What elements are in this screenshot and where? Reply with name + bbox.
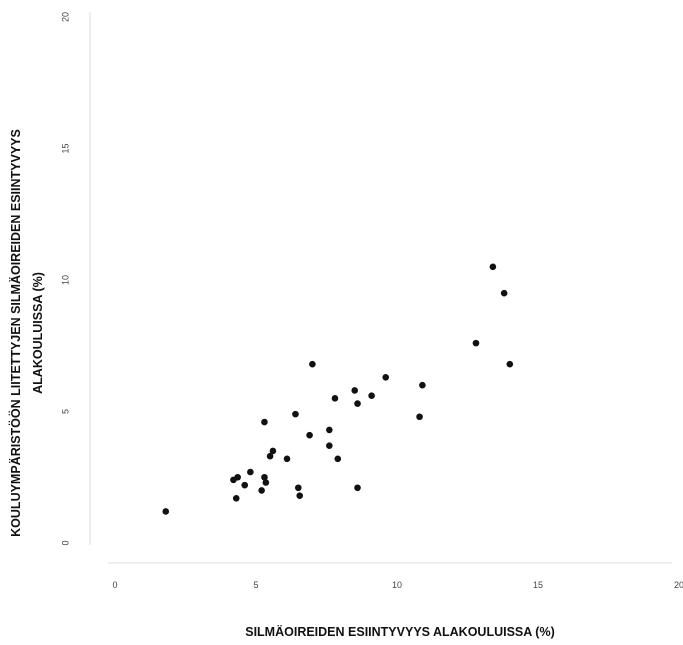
x-tick-label: 15	[533, 580, 543, 590]
data-point	[382, 374, 390, 381]
data-point	[351, 387, 359, 394]
data-point	[261, 473, 268, 481]
y-tick-label: 5	[60, 409, 70, 414]
data-point	[354, 484, 361, 492]
data-point	[295, 484, 302, 492]
data-point	[162, 508, 170, 515]
data-point	[296, 492, 304, 499]
x-tick-labels: 0 5 10 15 20	[112, 580, 683, 590]
data-point	[334, 455, 342, 463]
data-point	[500, 289, 508, 297]
y-tick-label: 15	[60, 143, 70, 153]
data-point	[419, 381, 426, 389]
data-point	[326, 426, 333, 434]
data-point	[269, 447, 277, 455]
x-axis-title: SILMÄOIREIDEN ESIINTYVYYS ALAKOULUISSA (…	[245, 624, 555, 639]
data-point	[234, 473, 241, 481]
y-axis-title: KOULUYMPÄRISTÖÖN LIITETTYJEN SILMÄOIREID…	[8, 129, 45, 537]
data-point	[472, 339, 480, 347]
data-point	[292, 410, 299, 418]
data-point	[266, 452, 274, 460]
data-point	[283, 455, 291, 463]
data-point	[368, 392, 375, 400]
data-point	[306, 431, 313, 439]
data-point	[326, 442, 333, 449]
y-tick-labels: 0 5 10 15 20	[60, 12, 70, 546]
data-point	[247, 468, 254, 476]
y-axis-title-line-2: ALAKOULUISSA (%)	[31, 272, 45, 394]
x-tick-label: 5	[253, 580, 258, 590]
y-tick-label: 10	[60, 275, 70, 285]
data-point	[354, 400, 361, 407]
data-point	[416, 413, 423, 421]
data-point	[262, 479, 270, 486]
data-point	[258, 487, 265, 494]
x-tick-label: 0	[112, 580, 117, 590]
y-tick-label: 20	[60, 12, 70, 22]
y-axis-title-line-1: KOULUYMPÄRISTÖÖN LIITETTYJEN SILMÄOIREID…	[8, 129, 23, 537]
data-point	[331, 395, 339, 402]
x-tick-label: 20	[674, 580, 683, 590]
data-point	[261, 418, 268, 426]
data-point	[309, 360, 316, 368]
data-point	[506, 360, 514, 368]
y-tick-label: 0	[60, 540, 70, 545]
x-tick-label: 10	[392, 580, 402, 590]
data-points	[162, 263, 514, 515]
data-point	[489, 263, 497, 271]
data-point	[241, 481, 249, 489]
data-point	[232, 494, 240, 502]
